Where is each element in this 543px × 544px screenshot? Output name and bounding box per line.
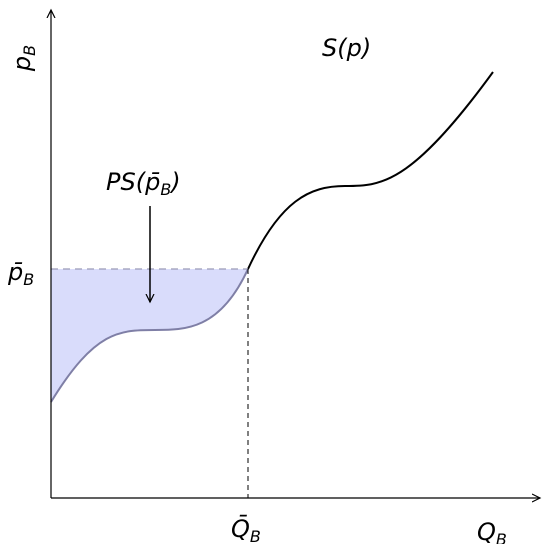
- y-axis-label: pB: [8, 45, 39, 72]
- surplus-lower-edge: [50, 268, 249, 403]
- supply-curve: [247, 71, 494, 270]
- producer-surplus-area: [51, 269, 248, 402]
- x-axis-label: QB: [477, 518, 507, 544]
- price-level-label: p̄B: [7, 258, 34, 289]
- quantity-level-label: Q̄B: [231, 514, 261, 544]
- producer-surplus-label: PS(p̄B): [106, 168, 181, 199]
- supply-curve-label: S(p): [322, 34, 371, 62]
